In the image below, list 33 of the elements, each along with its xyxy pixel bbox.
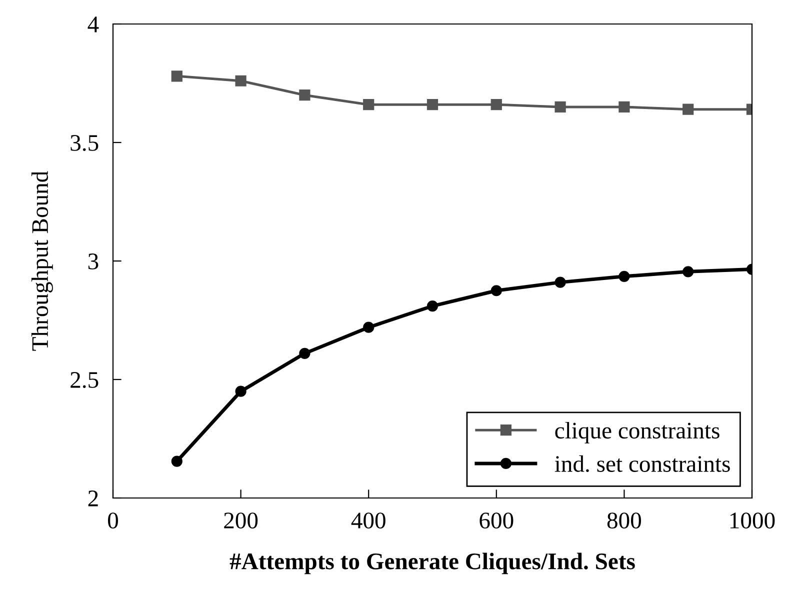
y-tick-label: 2.5 [70,372,98,388]
point [235,75,246,86]
point [426,300,438,312]
point [554,276,566,288]
x-tick-label: 1000 [730,512,775,529]
point [618,101,630,113]
point [299,348,310,359]
point [490,285,502,296]
x-tick-label: 400 [351,512,386,529]
point [235,386,246,397]
x-tick-label: 0 [108,512,118,529]
x-tick-label: 600 [480,512,514,529]
y-tick-label: 4 [88,16,99,32]
point [363,99,374,110]
point [682,104,694,115]
point [171,456,182,467]
point [299,90,310,101]
x-tick-label: 800 [607,512,642,529]
legend-label: clique constraints [555,422,720,444]
y-tick-label: 2 [88,490,98,506]
y-tick-label: 3.5 [70,135,98,152]
legend-label: ind. set constraints [554,455,730,472]
x-axis-title: #Attempts to Generate Cliques/Ind. Sets [230,552,635,574]
point [682,266,694,278]
y-tick-label: 3 [88,254,98,270]
point [490,99,502,110]
point [171,70,182,82]
point [554,101,566,113]
x-tick-label: 200 [224,512,258,529]
point [618,270,630,282]
point [363,322,374,333]
point [426,99,438,110]
y-axis-title: Throughput Bound [31,171,53,351]
